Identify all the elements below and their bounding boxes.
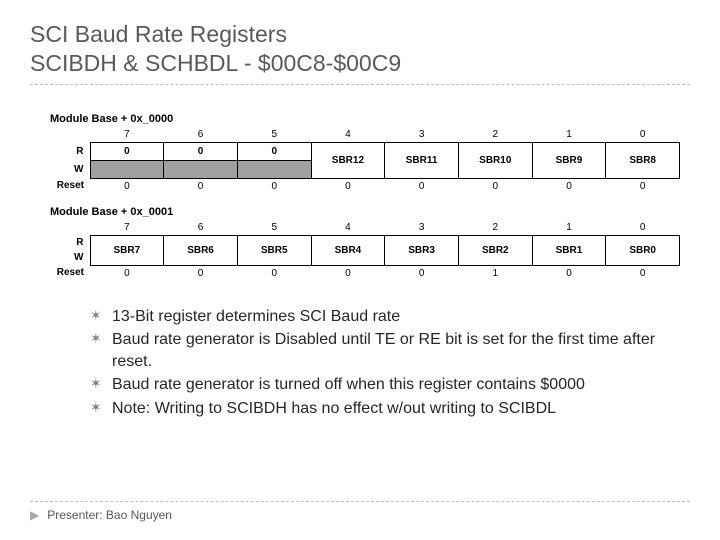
bullet-text: Note: Writing to SCIBDH has no effect w/… [112,398,670,420]
row-w-label: W [50,160,90,178]
register-figure: Module Base + 0x_000076543210R000SBR12SB… [50,113,680,281]
reset-value: 0 [458,178,532,194]
bullet-text: Baud rate generator is turned off when t… [112,374,670,396]
bit-cell-w [90,160,164,178]
bit-number: 7 [90,127,164,143]
reset-value: 0 [311,178,385,194]
bullet-item: ✶Baud rate generator is turned off when … [90,374,670,396]
register-block: Module Base + 0x_000176543210RSBR7SBR6SB… [50,206,680,281]
footer-divider [30,501,690,502]
reset-value: 0 [532,265,606,281]
bit-cell: SBR6 [164,235,238,265]
bit-cell: 0 [90,142,164,160]
row-w-label: W [50,250,90,265]
row-reset-label: Reset [50,178,90,194]
bullet-marker-icon: ✶ [90,374,112,395]
register-table: 76543210RSBR7SBR6SBR5SBR4SBR3SBR2SBR1SBR… [50,220,680,281]
bit-number: 4 [311,127,385,143]
title-divider [30,84,690,85]
reset-value: 0 [606,265,680,281]
bit-cell: SBR11 [385,142,459,178]
bit-cell: SBR0 [606,235,680,265]
bullet-item: ✶Note: Writing to SCIBDH has no effect w… [90,398,670,420]
bit-cell: SBR2 [458,235,532,265]
row-r-label: R [50,235,90,250]
reset-value: 0 [532,178,606,194]
reset-value: 0 [385,178,459,194]
bit-number: 3 [385,127,459,143]
bit-cell: SBR8 [606,142,680,178]
row-r-label: R [50,142,90,160]
bit-number: 0 [606,220,680,236]
bit-cell: SBR10 [458,142,532,178]
bit-number: 1 [532,220,606,236]
bit-number: 1 [532,127,606,143]
reset-value: 0 [164,178,238,194]
bit-cell: 0 [164,142,238,160]
slide-title: SCI Baud Rate Registers SCIBDH & SCHBDL … [30,20,690,78]
bit-number: 5 [237,127,311,143]
reset-value: 0 [90,265,164,281]
register-table: 76543210R000SBR12SBR11SBR10SBR9SBR8WRese… [50,127,680,194]
bit-cell: SBR7 [90,235,164,265]
bit-cell: SBR3 [385,235,459,265]
bit-number: 7 [90,220,164,236]
reset-value: 0 [311,265,385,281]
bullet-item: ✶Baud rate generator is Disabled until T… [90,329,670,372]
bit-number: 2 [458,127,532,143]
bit-cell-w [164,160,238,178]
bit-number: 2 [458,220,532,236]
presenter-label: Presenter: Bao Nguyen [47,508,172,522]
bit-cell: SBR4 [311,235,385,265]
bit-cell: SBR12 [311,142,385,178]
register-address: Module Base + 0x_0001 [50,206,680,218]
slide-footer: ▶ Presenter: Bao Nguyen [30,501,690,522]
bit-cell: 0 [237,142,311,160]
reset-value: 0 [385,265,459,281]
register-address: Module Base + 0x_0000 [50,113,680,125]
title-line-1: SCI Baud Rate Registers [30,20,690,49]
bit-number: 6 [164,127,238,143]
bullet-marker-icon: ✶ [90,306,112,327]
title-line-2: SCIBDH & SCHBDL - $00C8-$00C9 [30,49,690,78]
bit-cell: SBR1 [532,235,606,265]
reset-value: 0 [90,178,164,194]
footer-arrow-icon: ▶ [30,508,39,522]
bit-number: 4 [311,220,385,236]
bullet-item: ✶13-Bit register determines SCI Baud rat… [90,306,670,328]
bullet-marker-icon: ✶ [90,398,112,419]
bullet-marker-icon: ✶ [90,329,112,350]
register-block: Module Base + 0x_000076543210R000SBR12SB… [50,113,680,194]
bit-cell-w [237,160,311,178]
bit-number: 5 [237,220,311,236]
bit-cell: SBR9 [532,142,606,178]
reset-value: 0 [606,178,680,194]
reset-value: 1 [458,265,532,281]
reset-value: 0 [164,265,238,281]
bit-number: 3 [385,220,459,236]
bit-cell: SBR5 [237,235,311,265]
bit-number: 6 [164,220,238,236]
bit-number: 0 [606,127,680,143]
reset-value: 0 [237,178,311,194]
bullet-text: Baud rate generator is Disabled until TE… [112,329,670,372]
row-reset-label: Reset [50,265,90,281]
reset-value: 0 [237,265,311,281]
bullet-text: 13-Bit register determines SCI Baud rate [112,306,670,328]
bullet-list: ✶13-Bit register determines SCI Baud rat… [90,306,670,420]
